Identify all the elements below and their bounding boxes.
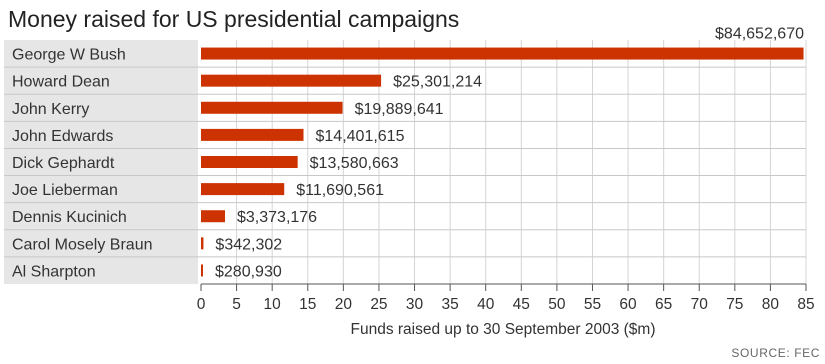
x-tick-label: 10 [264, 296, 282, 313]
category-label: Dennis Kucinich [12, 209, 127, 226]
x-tick-labels: 0 5 10 15 20 25 30 35 40 45 50 55 60 65 70 75 80 85 [197, 296, 815, 313]
bar [201, 156, 298, 168]
category-label: George W Bush [12, 47, 126, 64]
x-tick-label: 75 [726, 296, 743, 313]
category-label: Al Sharpton [12, 263, 96, 280]
data-label: $342,302 [215, 236, 282, 253]
x-axis-label: Funds raised up to 30 September 2003 ($m… [350, 321, 655, 338]
x-tick-label: 30 [406, 296, 424, 313]
row-dividers [4, 66, 806, 258]
data-label: $84,652,670 [715, 26, 804, 43]
value-labels: $84,652,670 $25,301,214 $19,889,641 $14,401… [215, 26, 804, 281]
chart-title: Money raised for US presidential campaig… [8, 6, 459, 32]
data-label: $25,301,214 [393, 74, 482, 91]
bar [201, 128, 304, 141]
x-tick-label: 35 [441, 296, 458, 313]
category-label: Dick Gephardt [12, 155, 115, 172]
category-label: Carol Mosely Braun [12, 236, 153, 253]
data-label: $13,580,663 [310, 155, 399, 172]
bar [201, 47, 804, 60]
x-tick-label: 85 [797, 296, 814, 313]
x-tick-label: 80 [762, 296, 780, 313]
x-tick-label: 70 [691, 296, 709, 313]
x-tick-label: 65 [655, 296, 672, 313]
data-label: $3,373,176 [237, 209, 317, 226]
x-tick-label: 40 [477, 296, 495, 313]
bar [201, 183, 285, 196]
data-label: $280,930 [215, 263, 282, 280]
bar [201, 101, 343, 114]
x-tick-label: 50 [548, 296, 566, 313]
x-tick-label: 15 [299, 296, 316, 313]
source-note: SOURCE: FEC [731, 346, 820, 360]
x-axis [200, 283, 807, 291]
x-tick-label: 55 [584, 296, 601, 313]
category-label: Joe Lieberman [12, 182, 118, 199]
category-label: John Kerry [12, 101, 89, 118]
x-tick-label: 5 [232, 296, 241, 313]
bar [201, 74, 382, 87]
x-tick-label: 60 [619, 296, 637, 313]
data-label: $19,889,641 [355, 101, 444, 118]
category-label: John Edwards [12, 128, 113, 145]
data-label: $11,690,561 [296, 182, 384, 199]
bar [201, 237, 204, 250]
x-tick-label: 20 [335, 296, 353, 313]
bar [201, 264, 203, 277]
x-tick-label: 45 [513, 296, 530, 313]
data-label: $14,401,615 [316, 128, 405, 145]
category-label: Howard Dean [12, 74, 110, 91]
bar [201, 210, 226, 223]
category-labels: George W Bush Howard Dean John Kerry John E… [12, 47, 153, 281]
x-tick-label: 25 [370, 296, 387, 313]
bars [201, 47, 804, 277]
category-label-panel [4, 40, 198, 284]
x-tick-label: 0 [197, 296, 206, 313]
